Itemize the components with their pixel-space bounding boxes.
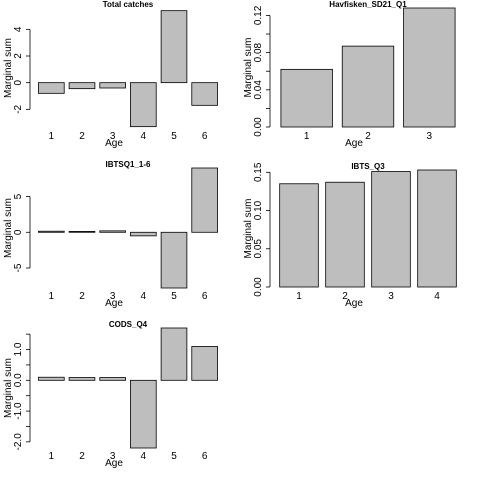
panel-title: CODS_Q4 <box>109 320 148 329</box>
y-tick-label: 0.12 <box>253 5 264 25</box>
y-tick-label: 0 <box>13 229 24 235</box>
x-tick-label: 2 <box>342 291 348 302</box>
bar-age-6 <box>191 167 218 233</box>
bar-age-5 <box>160 10 188 84</box>
y-tick-label: 0.00 <box>253 117 264 137</box>
x-tick-label: 5 <box>171 291 177 302</box>
bar-age-6 <box>191 346 218 381</box>
x-tick-label: 6 <box>202 451 208 462</box>
y-tick-label: 5 <box>13 193 24 199</box>
x-tick-label: 1 <box>296 291 302 302</box>
y-tick-label: 0.15 <box>253 162 264 182</box>
bar-age-1 <box>38 230 65 233</box>
x-tick-label: 3 <box>388 291 394 302</box>
x-tick-label: 1 <box>49 131 55 142</box>
y-axis-label: Marginal sum <box>3 38 14 98</box>
panel-title: Havfisken_SD21_Q1 <box>329 0 407 9</box>
chart-panel-5: CODS_Q4 -2.0 -1.0 0.0 1.0 Marginal sum 1 2 3 4 5 6 A… <box>3 320 218 469</box>
bar-age-4 <box>130 379 157 449</box>
y-tick-label: -2 <box>13 104 24 113</box>
y-axis-label: Marginal sum <box>3 198 14 258</box>
x-axis-label: Age <box>105 458 123 469</box>
panel-title: IBTS_Q3 <box>351 162 385 171</box>
panel-title: Total catches <box>103 0 154 9</box>
x-tick-label: 4 <box>434 291 440 302</box>
x-tick-label: 1 <box>49 291 55 302</box>
y-tick-label: 0.00 <box>253 277 264 297</box>
bar-age-3 <box>403 7 456 128</box>
y-tick-label: 0.04 <box>253 80 264 100</box>
bar-age-3 <box>99 82 126 89</box>
y-tick-label: 1.0 <box>13 342 24 356</box>
bar-age-5 <box>160 327 188 381</box>
x-axis-label: Age <box>105 298 123 309</box>
y-tick-label: 2 <box>13 53 24 59</box>
chart-panel-1: Total catches -2 0 2 4 Marginal sum 1 2 3 4 5 6 Age <box>3 0 218 149</box>
bar-age-2 <box>68 231 96 233</box>
y-axis-label: Marginal sum <box>243 198 254 258</box>
x-tick-label: 3 <box>110 451 116 462</box>
x-tick-label: 2 <box>365 131 371 142</box>
y-tick-label: 0.10 <box>253 200 264 220</box>
y-tick-label: 0 <box>13 79 24 85</box>
x-tick-label: 6 <box>202 131 208 142</box>
x-axis-label: Age <box>345 138 363 149</box>
x-tick-label: 2 <box>79 451 85 462</box>
x-tick-label: 4 <box>141 131 147 142</box>
y-tick-label: 0.05 <box>253 239 264 259</box>
bar-age-2 <box>68 377 96 381</box>
x-tick-label: 3 <box>110 131 116 142</box>
y-tick-label: 0.0 <box>13 373 24 387</box>
x-axis-label: Age <box>345 298 363 309</box>
bar-age-1 <box>38 376 65 381</box>
y-axis-label: Marginal sum <box>243 37 254 97</box>
x-tick-label: 2 <box>79 131 85 142</box>
bar-age-1 <box>280 68 333 128</box>
bar-age-2 <box>341 45 395 128</box>
bar-age-5 <box>160 231 188 289</box>
x-tick-label: 2 <box>79 291 85 302</box>
x-tick-label: 4 <box>141 451 147 462</box>
y-tick-label: -1.0 <box>13 402 24 420</box>
bar-age-6 <box>191 82 218 106</box>
x-tick-label: 3 <box>110 291 116 302</box>
x-axis-label: Age <box>105 138 123 149</box>
x-tick-label: 1 <box>304 131 310 142</box>
y-tick-label: 0.08 <box>253 42 264 62</box>
chart-panel-4: IBTS_Q3 0.00 0.05 0.10 0.15 Marginal sum 1 2 3 4 A… <box>243 162 457 309</box>
bar-age-3 <box>99 230 126 233</box>
x-tick-label: 6 <box>202 291 208 302</box>
bar-age-1 <box>279 183 319 288</box>
bar-age-4 <box>417 169 457 288</box>
x-tick-label: 1 <box>49 451 55 462</box>
x-tick-label: 5 <box>171 131 177 142</box>
bar-age-1 <box>38 82 65 94</box>
bar-age-3 <box>99 377 126 381</box>
bar-age-4 <box>130 231 157 237</box>
panel-title: IBTSQ1_1-6 <box>106 160 151 169</box>
y-axis-label: Marginal sum <box>3 358 14 418</box>
chart-panel-2: Havfisken_SD21_Q1 0.00 0.04 0.08 0.12 Margina… <box>243 0 456 149</box>
bar-age-2 <box>68 82 96 90</box>
y-tick-label: 4 <box>13 26 24 32</box>
bar-age-4 <box>130 82 157 128</box>
y-tick-label: -2.0 <box>13 433 24 451</box>
bar-age-3 <box>371 171 411 288</box>
bar-age-2 <box>325 181 365 288</box>
x-tick-label: 3 <box>427 131 433 142</box>
y-tick-label: -5 <box>13 263 24 272</box>
x-tick-label: 5 <box>171 451 177 462</box>
x-tick-label: 4 <box>141 291 147 302</box>
